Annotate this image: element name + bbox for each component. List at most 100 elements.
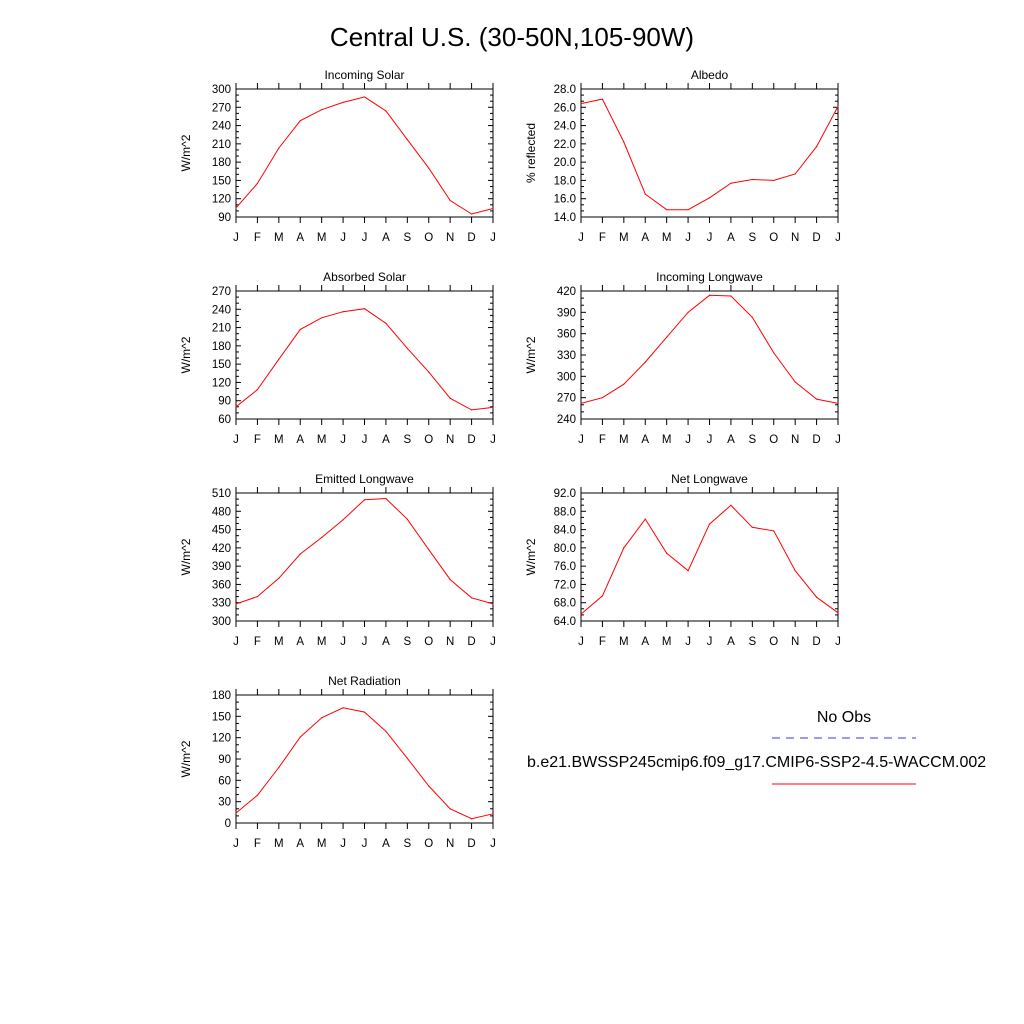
y-tick-label: 360 [212, 579, 231, 591]
x-tick-label: J [362, 636, 368, 648]
data-point [449, 199, 451, 202]
y-tick-label: 72.0 [554, 579, 576, 591]
y-tick-label: 68.0 [554, 598, 576, 610]
x-tick-label: J [578, 636, 584, 648]
x-tick-label: O [424, 838, 433, 850]
y-tick-label: 510 [212, 488, 231, 500]
series-line [235, 308, 494, 411]
x-tick-label: O [424, 232, 433, 244]
series-line [235, 96, 494, 215]
data-point [278, 766, 280, 769]
y-tick-label: 240 [557, 414, 576, 426]
x-tick-label: M [619, 636, 629, 648]
x-tick-label: J [340, 434, 346, 446]
x-tick-label: F [254, 636, 261, 648]
y-tick-label: 90 [218, 754, 231, 766]
x-tick-label: J [233, 434, 239, 446]
x-tick-label: S [403, 434, 411, 446]
data-point [601, 595, 604, 597]
panel-title: Emitted Longwave [315, 472, 414, 486]
data-point [385, 110, 387, 112]
x-tick-label: O [424, 434, 433, 446]
panel-title: Net Longwave [671, 472, 748, 486]
x-tick-label: J [233, 636, 239, 648]
data-point [837, 105, 839, 107]
series-line [580, 504, 839, 615]
y-tick-label: 88.0 [554, 506, 576, 518]
y-tick-label: 64.0 [554, 616, 576, 628]
panel-albedo: Albedo 14.0 16.0 18.0 20.0 22.0 24.0 26.0 28.0 J F… [524, 68, 841, 244]
x-tick-label: A [382, 838, 390, 850]
x-tick-label: S [748, 434, 756, 446]
series-line [580, 294, 839, 404]
y-tick-label: 90 [218, 212, 231, 224]
data-point [428, 549, 430, 551]
x-tick-label: M [317, 434, 327, 446]
x-tick-label: A [382, 636, 390, 648]
series-line [235, 497, 494, 605]
x-tick-label: J [685, 434, 691, 446]
data-point [470, 409, 473, 411]
y-tick-label: 0 [225, 818, 231, 830]
data-point [623, 383, 625, 385]
data-point [751, 316, 753, 318]
x-tick-label: D [467, 434, 475, 446]
y-tick-label: 420 [557, 286, 576, 298]
y-tick-label: 420 [212, 543, 231, 555]
x-tick-label: J [340, 232, 346, 244]
data-point [773, 352, 775, 354]
data-point [644, 361, 646, 363]
x-tick-label: D [467, 232, 475, 244]
data-point [256, 596, 259, 598]
y-axis-label: W/m^2 [179, 740, 193, 777]
y-tick-label: 240 [212, 121, 231, 133]
data-point [385, 497, 387, 500]
x-tick-label: N [446, 232, 454, 244]
x-tick-label: A [382, 232, 390, 244]
x-tick-label: J [707, 434, 713, 446]
x-tick-label: M [662, 434, 672, 446]
data-point [321, 717, 323, 719]
data-point [321, 317, 323, 319]
data-point [815, 596, 818, 598]
x-tick-label: A [641, 232, 649, 244]
y-axis-label: % reflected [524, 123, 538, 183]
x-tick-label: M [274, 434, 284, 446]
data-point [278, 358, 280, 360]
data-point [428, 785, 430, 787]
y-tick-label: 76.0 [554, 561, 576, 573]
data-point [321, 536, 323, 539]
data-point [235, 812, 237, 814]
data-point [363, 711, 366, 713]
x-tick-label: M [619, 434, 629, 446]
data-point [342, 101, 344, 104]
legend-entry-model-label: b.e21.BWSSP245cmip6.f09_g17.CMIP6-SSP2-4… [527, 754, 986, 771]
y-tick-label: 300 [212, 84, 231, 96]
data-point [623, 141, 625, 143]
y-tick-label: 240 [212, 304, 231, 316]
data-point [449, 578, 451, 581]
y-tick-label: 270 [212, 286, 231, 298]
y-tick-label: 270 [557, 393, 576, 405]
data-point [256, 389, 259, 391]
data-point [256, 794, 259, 796]
x-tick-label: M [619, 232, 629, 244]
data-point [299, 736, 301, 738]
y-tick-label: 150 [212, 359, 231, 371]
data-point [794, 173, 796, 175]
y-tick-label: 360 [557, 329, 576, 341]
x-tick-label: J [707, 636, 713, 648]
x-tick-label: F [599, 232, 606, 244]
y-axis-label: W/m^2 [179, 134, 193, 171]
y-tick-label: 84.0 [554, 525, 576, 537]
x-tick-label: D [812, 636, 820, 648]
y-tick-label: 330 [557, 350, 576, 362]
data-point [470, 597, 473, 599]
plot-frame [235, 88, 494, 218]
x-tick-label: A [727, 434, 735, 446]
x-tick-label: M [662, 232, 672, 244]
data-point [406, 757, 408, 759]
x-tick-label: F [599, 434, 606, 446]
x-tick-label: J [362, 232, 368, 244]
